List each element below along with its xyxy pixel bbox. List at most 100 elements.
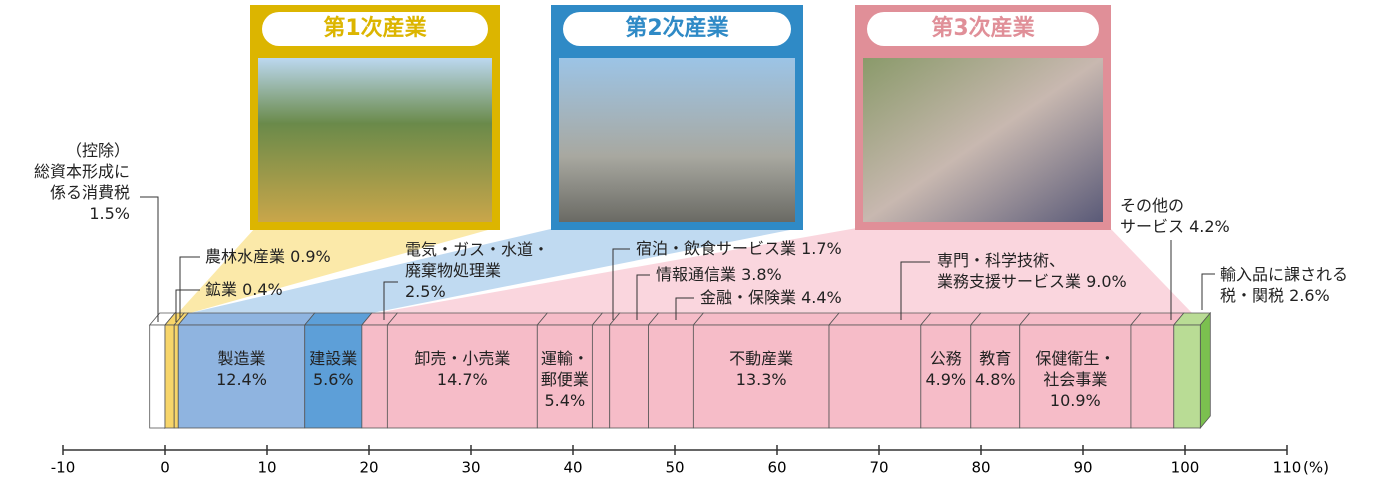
label-part: 14.7%: [436, 370, 488, 389]
x-tick-label: 10: [257, 459, 276, 477]
segment-label: 卸売・小売業 14.7%: [414, 348, 510, 390]
leader-line: [900, 261, 930, 320]
leader-line: [636, 274, 650, 320]
segment-label: 運輸・ 郵便業 5.4%: [541, 348, 589, 411]
bar-top: [1018, 312, 1142, 326]
bar: [304, 324, 363, 429]
bar: [164, 324, 175, 429]
label-part: 卸売・小売業: [414, 349, 511, 368]
segment-label: 保健衛生・ 社会事業 10.9%: [1035, 348, 1115, 411]
label-part: 0.4%: [242, 280, 283, 299]
x-tick-label: 50: [665, 459, 684, 477]
bar-top: [386, 312, 549, 326]
label-part: 2.6%: [1289, 286, 1330, 305]
label-part: 教育: [979, 349, 1012, 368]
x-tick-label: 0: [160, 459, 170, 477]
label-part: 建設業: [309, 349, 358, 368]
label-part: 2.5%: [405, 282, 446, 301]
label-part: 製造業: [217, 349, 266, 368]
label-part: 保健衛生・ 社会事業: [1035, 349, 1116, 389]
x-tick-label: 100: [1171, 459, 1200, 477]
segment-label: 輸入品に課される 税・関税 2.6%: [1220, 264, 1348, 306]
label-part: 電気・ガス・水道・ 廃棄物処理業: [405, 240, 550, 280]
label-part: 情報通信業: [656, 265, 737, 284]
sector-title: 第3次産業: [867, 12, 1099, 46]
funnel: [376, 228, 1192, 313]
label-part: 公務: [929, 349, 962, 368]
label-part: 13.3%: [735, 370, 787, 389]
funnel: [190, 228, 800, 313]
label-part: 運輸・ 郵便業: [540, 349, 589, 389]
bar: [648, 324, 694, 429]
x-tick-label: 110: [1273, 459, 1302, 477]
leader-line: [175, 289, 200, 322]
segment-label: 金融・保険業 4.4%: [700, 287, 842, 308]
bar-top: [177, 312, 316, 326]
segment-label: 製造業 12.4%: [216, 348, 267, 390]
bar-top: [828, 312, 932, 326]
sector-title: 第2次産業: [563, 12, 791, 46]
segment-label: 公務 4.9%: [925, 348, 966, 390]
bar: [173, 324, 179, 429]
bar-side: [1199, 311, 1211, 430]
label-part: 1.7%: [801, 239, 842, 258]
label-part: 4.8%: [974, 370, 1016, 389]
segment-label: 情報通信業 3.8%: [656, 264, 782, 285]
segment-label: 不動産業 13.3%: [729, 348, 793, 390]
label-part: 不動産業: [729, 349, 794, 368]
bar: [1019, 324, 1132, 429]
segment-label: 農林水産業 0.9%: [205, 246, 331, 267]
x-tick-label: 60: [767, 459, 786, 477]
bar: [1130, 324, 1175, 429]
bar: [149, 324, 166, 429]
bar: [1173, 324, 1201, 429]
leader-line: [179, 256, 200, 322]
x-axis-unit: (%): [1303, 459, 1329, 477]
segment-label: 専門・科学技術、 業務支援サービス業 9.0%: [937, 250, 1127, 292]
label-part: 5.6%: [312, 370, 354, 389]
segment-label: （控除） 総資本形成に 係る消費税 1.5%: [34, 140, 130, 224]
leader-line: [383, 281, 398, 320]
label-part: 宿泊・飲食サービス業: [636, 239, 797, 258]
bar: [920, 324, 972, 429]
label-part: 4.4%: [801, 288, 842, 307]
segment-label: 鉱業 0.4%: [205, 279, 283, 300]
label-part: 3.8%: [741, 265, 782, 284]
leader-line: [1201, 273, 1215, 310]
label-part: その他の サービス: [1120, 196, 1185, 236]
bar: [177, 324, 306, 429]
label-part: 0.9%: [290, 247, 331, 266]
bar: [609, 324, 649, 429]
segment-label: 電気・ガス・水道・ 廃棄物処理業 2.5%: [405, 239, 549, 302]
label-part: 農林水産業: [205, 247, 286, 266]
label-part: 4.2%: [1189, 217, 1230, 236]
photo: [559, 58, 795, 222]
photo: [863, 58, 1103, 222]
label-part: 5.4%: [544, 391, 586, 410]
x-tick-label: 30: [461, 459, 480, 477]
x-tick-label: 20: [359, 459, 378, 477]
label-part: （控除） 総資本形成に 係る消費税: [33, 141, 130, 202]
bar: [692, 324, 830, 429]
segment-label: その他の サービス 4.2%: [1120, 195, 1230, 237]
bar: [828, 324, 922, 429]
x-tick-label: -10: [51, 459, 76, 477]
bar: [361, 324, 388, 429]
x-tick-label: 80: [971, 459, 990, 477]
bar: [591, 324, 611, 429]
label-part: 1.5%: [89, 204, 130, 223]
leader-line: [675, 297, 694, 320]
segment-label: 教育 4.8%: [975, 348, 1016, 390]
bar-top: [303, 312, 373, 326]
x-tick-label: 90: [1073, 459, 1092, 477]
label-part: 9.0%: [1086, 272, 1127, 291]
segment-label: 建設業 5.6%: [309, 348, 357, 390]
x-tick-label: 70: [869, 459, 888, 477]
photo: [258, 58, 492, 222]
leader-line: [612, 248, 630, 320]
bar-top: [692, 312, 840, 326]
label-part: 4.9%: [925, 370, 967, 389]
sector-title: 第1次産業: [262, 12, 488, 46]
